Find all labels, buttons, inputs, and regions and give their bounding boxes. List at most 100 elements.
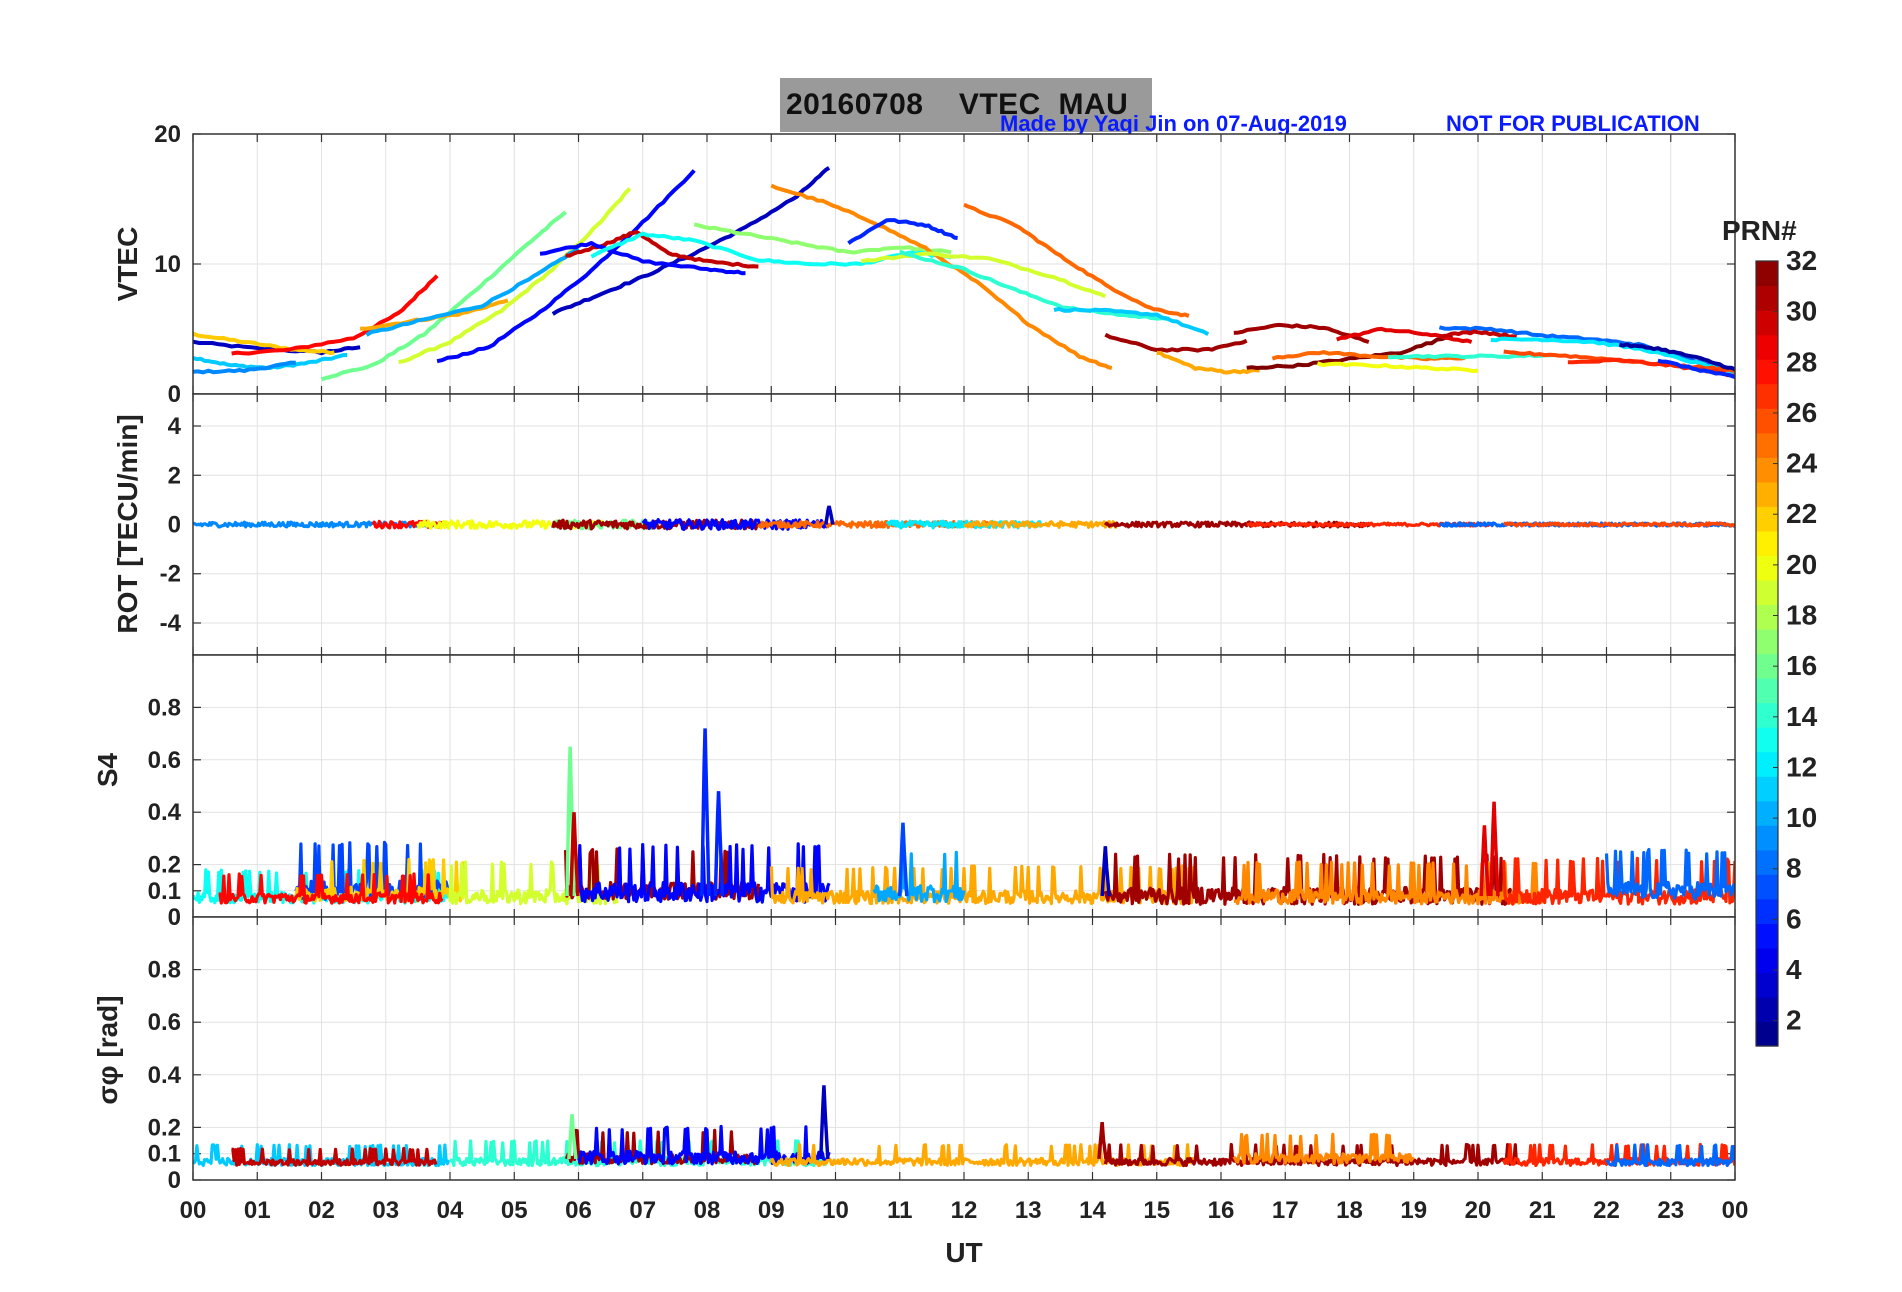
s4-spike-prn-30 [569,812,580,897]
colorbar-tick-label: 30 [1786,296,1817,327]
panel-frame [192,916,1736,1181]
colorbar-band [1756,506,1778,532]
y-tick-label: 0 [168,512,181,539]
y-tick-label: 0.1 [148,1141,181,1168]
colorbar-tick-label: 2 [1786,1005,1802,1036]
colorbar-band [1756,310,1778,336]
colorbar-band [1756,996,1778,1023]
x-tick-label: 23 [1657,1197,1684,1224]
s4-segment-prn-10 [872,850,966,904]
colorbar-band [1756,457,1778,483]
colorbar-tick-label: 20 [1786,549,1817,580]
colorbar-band [1756,1021,1778,1047]
colorbar-band [1756,432,1778,458]
colorbar-tick-label: 22 [1786,498,1817,529]
vtec-series-prn-6 [847,218,958,245]
rot-segment-prn-26 [1503,521,1735,528]
panel-sigma: 00.10.2 0.4 0.6 0.8 σφ [rad] [92,916,1736,1194]
vtec-series-prn-23 [1156,351,1260,375]
x-tick-label: 14 [1079,1197,1106,1224]
y-tick-label: 0 [168,1167,181,1194]
vtec-series-prn-5 [436,169,696,364]
x-tick-label: 09 [758,1197,785,1224]
sigma-segment-prn-31 [1103,1142,1519,1168]
x-tick-label: 06 [565,1197,592,1224]
credit-text: Made by Yaqi Jin on 07-Aug-2019 [1000,111,1347,136]
x-axis-label: UT [945,1237,982,1268]
colorbar-band [1756,530,1778,556]
colorbar-tick-label: 28 [1786,346,1817,377]
vtec-series-prn-19 [860,251,1107,299]
s4-spike-prn-29 [1489,801,1500,897]
x-tick-label: 05 [501,1197,528,1224]
vtec-series-prn-25 [963,202,1190,318]
s4-spike-prn-6 [700,728,711,897]
rot-spike-prn-3 [824,505,835,525]
sigma-segment-prn-24 [1232,1132,1415,1166]
colorbar-tick-label: 18 [1786,600,1817,631]
data-layer-sigma [193,1085,1735,1168]
colorbar-frame [1755,260,1779,1047]
y-tick-label: -4 [160,610,182,637]
colorbar-tick-label: 10 [1786,802,1817,833]
s4-spike-prn-3 [1100,846,1111,897]
x-tick-label: 19 [1400,1197,1427,1224]
y-tick-label: 10 [154,251,181,278]
colorbar-band [1756,898,1778,924]
y-tick-label: 0.8 [148,694,181,721]
data-layer-vtec [193,166,1735,382]
s4-spike-prn-29 [1479,825,1491,897]
colorbar-band [1756,751,1778,777]
s4-spike-prn-6 [713,791,725,897]
vtec-series-prn-14 [899,249,1170,321]
sigma-spike-prn-3 [818,1085,830,1160]
vtec-series-prn-20 [1316,361,1479,374]
y-tick-label: 0 [168,904,181,931]
sigma-segment-prn-8 [1605,1143,1735,1168]
panel-vtec: 0 10 20 VTEC [112,121,1736,408]
colorbar-tick-label: 32 [1786,245,1817,276]
s4-segment-prn-28 [218,872,444,905]
vtec-series-prn-2 [1618,342,1735,372]
y-axis-label: ROT [TECU/min] [112,414,143,633]
vtec-series-prn-10 [365,246,580,337]
colorbar-tick-label: 24 [1786,448,1818,479]
colorbar-band [1756,947,1778,974]
colorbar-band [1756,359,1778,385]
y-axis-label: VTEC [112,227,143,302]
colorbar-tick-label: 8 [1786,853,1802,884]
y-tick-label: 0.2 [148,1114,181,1141]
colorbar-band [1756,555,1778,581]
s4-segment-prn-8 [1604,847,1735,901]
colorbar-band [1756,702,1778,728]
y-tick-label: 0.8 [148,957,181,984]
x-tick-label: 22 [1593,1197,1620,1224]
colorbar-tick-label: 6 [1786,903,1802,934]
vtec-series-prn-14 [1387,352,1556,360]
s4-spike-prn-7 [898,822,909,897]
y-tick-label: 0 [168,381,181,408]
colorbar-tick-label: 14 [1786,701,1818,732]
title-date: 20160708 [786,88,924,121]
x-tick-label: 08 [694,1197,721,1224]
x-axis: 00 01 02 03 04 05 06 07 08 09 10 11 12 13 14 15 16 17 18 19… [180,1197,1749,1268]
colorbar-band [1756,923,1778,949]
colorbar-band [1756,628,1778,655]
colorbar-band [1756,825,1778,851]
s4-segment-prn-24 [1233,860,1544,906]
y-tick-label: 0.4 [148,1062,182,1089]
chart-title: 20160708 VTEC MAU [786,88,1128,122]
y-tick-label: 0.6 [148,1009,181,1036]
y-tick-label: 2 [168,462,181,489]
x-tick-label: 12 [951,1197,978,1224]
x-tick-label: 15 [1143,1197,1170,1224]
colorbar-band [1756,653,1778,679]
colorbar-band [1756,972,1778,998]
colorbar-tick-label: 4 [1786,954,1802,985]
x-tick-label: 18 [1336,1197,1363,1224]
colorbar-tick-label: 26 [1786,397,1817,428]
colorbar-band [1756,849,1778,875]
x-tick-label: 07 [629,1197,656,1224]
x-tick-label: 01 [244,1197,271,1224]
